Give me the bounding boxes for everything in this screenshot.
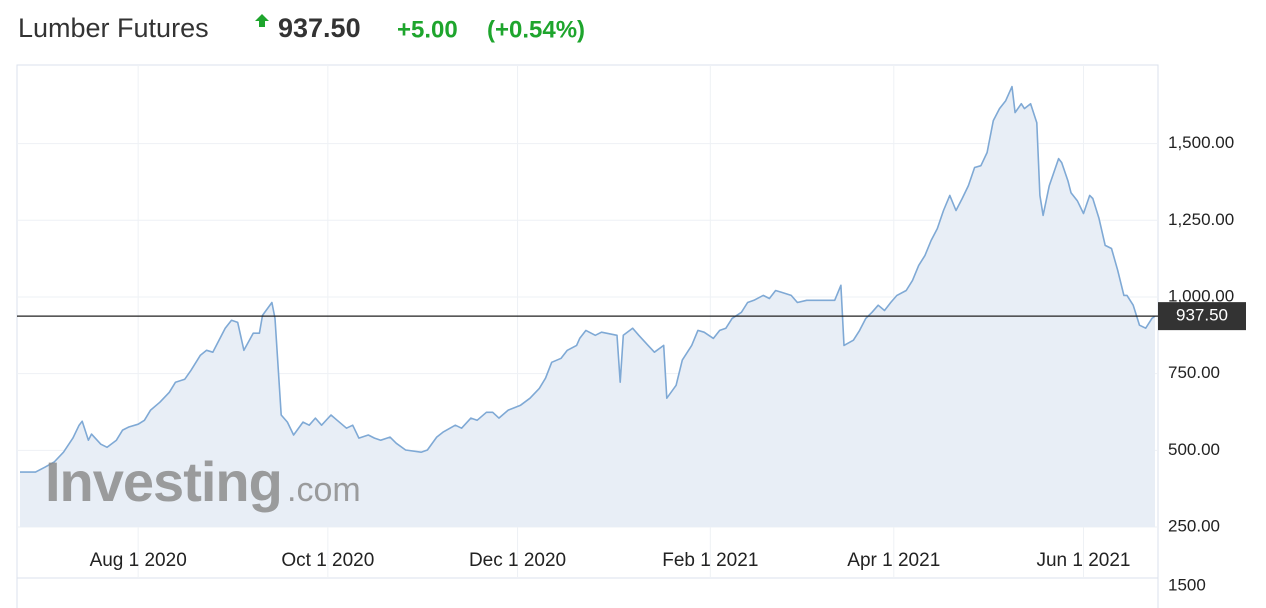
x-tick-label: Apr 1 2021 xyxy=(847,550,940,571)
y-tick-label: 1,000.00 xyxy=(1168,286,1234,305)
overlay: 250.00 500.00 750.00 1,000.00 1,250.00 1,500.… xyxy=(17,133,1246,594)
chart-title: Lumber Futures xyxy=(18,13,209,43)
x-tick-label: Feb 1 2021 xyxy=(662,550,758,571)
watermark-brand: Investing xyxy=(45,450,282,513)
x-tick-label: Jun 1 2021 xyxy=(1036,550,1130,571)
price-label: 937.50 xyxy=(1176,306,1228,325)
area xyxy=(20,86,1155,527)
x-tick-label: Aug 1 2020 xyxy=(90,550,187,571)
price-label-box xyxy=(1158,302,1246,331)
last-price: 937.50 xyxy=(278,13,361,43)
y-tick-label: 750.00 xyxy=(1168,363,1220,382)
x-tick-label: Oct 1 2020 xyxy=(281,550,374,571)
volume-tick-label: 1500 xyxy=(1168,575,1206,594)
change: +5.00 xyxy=(397,16,458,43)
y-tick-label: 1,250.00 xyxy=(1168,210,1234,229)
line xyxy=(20,85,1156,473)
change-percent: (+0.54%) xyxy=(487,16,585,43)
y-tick-label: 250.00 xyxy=(1168,516,1220,535)
y-tick-label: 1,500.00 xyxy=(1168,133,1234,152)
up-arrow xyxy=(255,14,269,27)
plot xyxy=(20,85,1156,527)
x-tick-label: Dec 1 2020 xyxy=(469,550,566,571)
watermark-suffix: .com xyxy=(287,471,361,509)
chart-frame xyxy=(16,64,1159,608)
y-tick-label: 500.00 xyxy=(1168,440,1220,459)
